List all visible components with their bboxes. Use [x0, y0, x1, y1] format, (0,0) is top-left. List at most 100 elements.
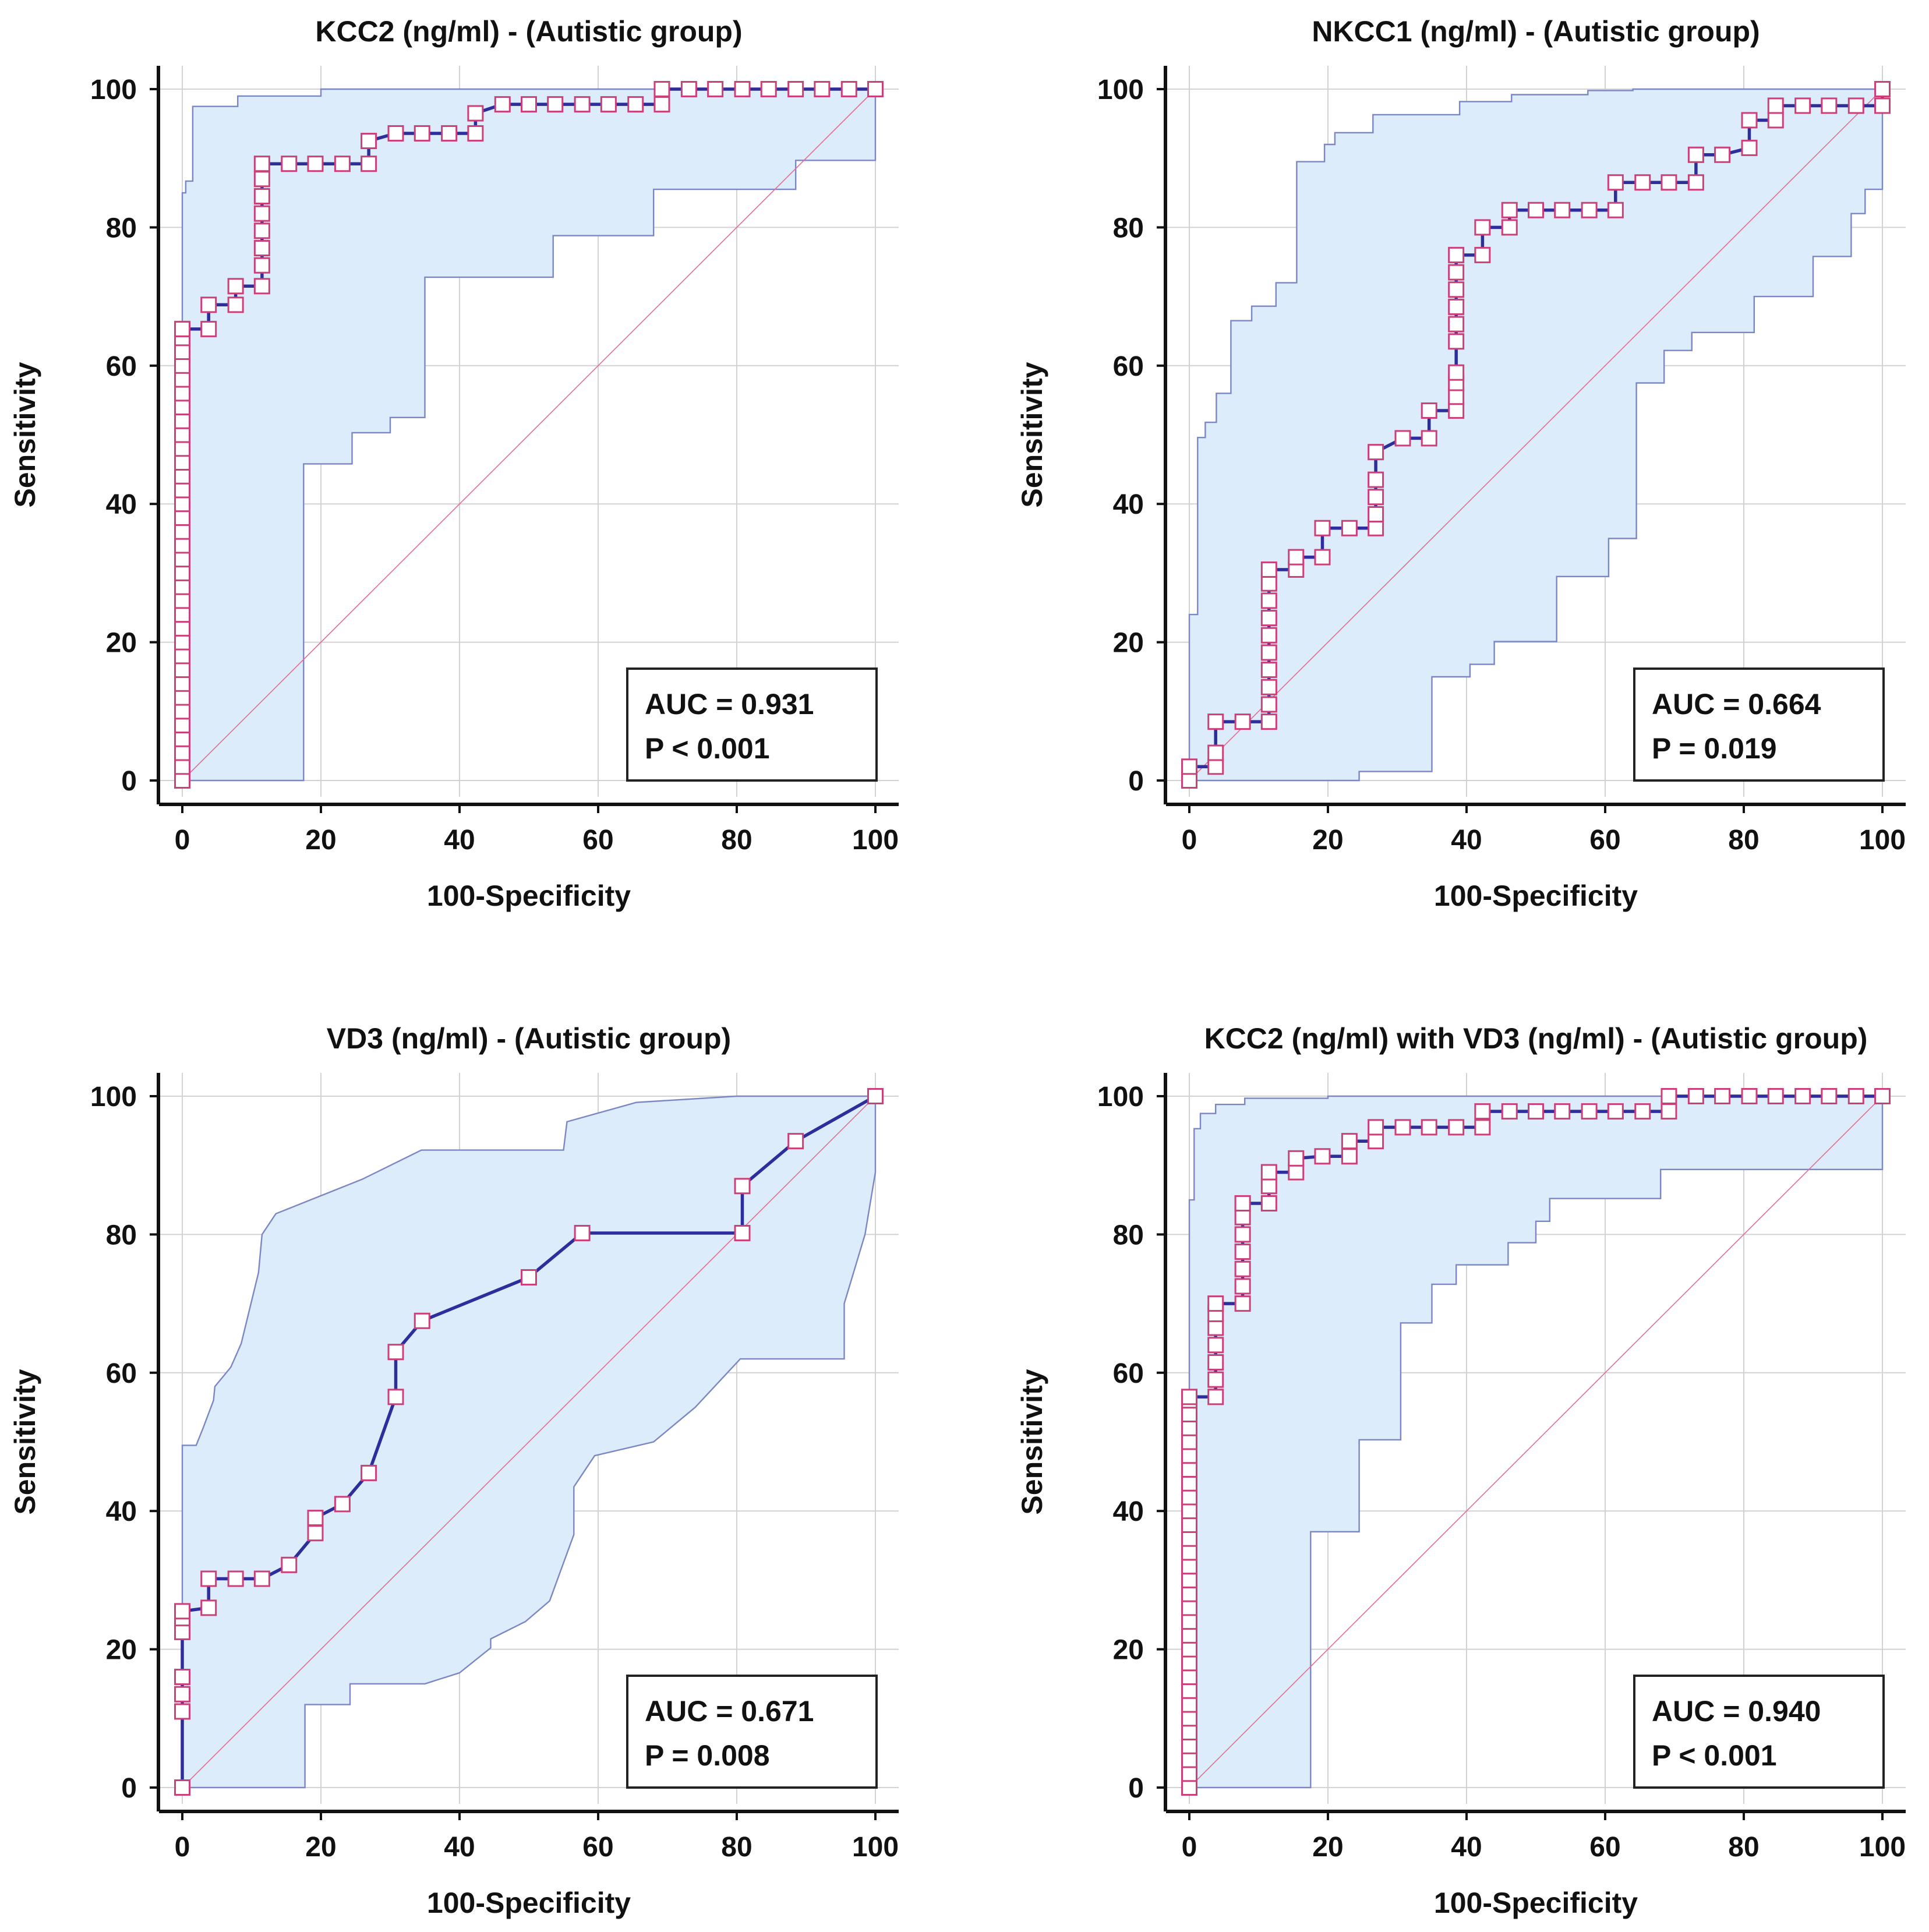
chart-1-p-label: P < 0.001	[645, 732, 770, 765]
chart-2-roc-point	[1368, 520, 1384, 536]
chart-4-title: KCC2 (ng/ml) with VD3 (ng/ml) - (Autisti…	[1204, 1022, 1868, 1055]
chart-2-roc-point	[1234, 714, 1251, 730]
chart-4-roc-point	[1288, 1150, 1305, 1167]
chart-4-roc-point	[1821, 1088, 1838, 1104]
chart-2-ytick-label: 0	[1128, 766, 1144, 797]
chart-2-roc-point	[1448, 246, 1465, 263]
chart-4-roc-point	[1661, 1088, 1677, 1104]
chart-1-auc-box	[626, 667, 878, 782]
chart-4-roc-point	[1234, 1195, 1251, 1212]
chart-2-xtick-label: 80	[1728, 825, 1759, 856]
chart-1-roc-point	[174, 703, 190, 720]
chart-4-roc-point	[1181, 1669, 1197, 1686]
chart-2-roc-point	[1448, 298, 1465, 315]
chart-2-roc-point	[1607, 202, 1624, 218]
chart-2-ylabel: Sensitivity	[1016, 362, 1048, 507]
chart-2-roc-point	[1581, 202, 1598, 218]
chart-4-ylabel: Sensitivity	[1016, 1369, 1048, 1514]
chart-4-roc-point	[1181, 1696, 1197, 1713]
chart-2-roc-point	[1847, 97, 1864, 114]
chart-1-ytick-label: 0	[121, 766, 137, 797]
chart-4-xtick-label: 20	[1312, 1832, 1343, 1863]
chart-1-ylabel: Sensitivity	[9, 362, 41, 507]
chart-4-roc-point	[1260, 1195, 1277, 1212]
chart-1-xtick-label: 100	[852, 825, 899, 856]
chart-2-roc-point	[1687, 146, 1704, 163]
chart-3-xtick-label: 0	[175, 1832, 190, 1863]
chart-1-roc-point	[174, 662, 190, 679]
chart-2-roc-point	[1207, 758, 1224, 775]
chart-1-xtick-label: 60	[582, 825, 613, 856]
chart-1-roc-point	[760, 81, 777, 97]
chart-3-title: VD3 (ng/ml) - (Autistic group)	[327, 1022, 731, 1055]
chart-1-roc-point	[467, 125, 484, 142]
chart-3-roc-point	[174, 1703, 190, 1720]
chart-2-roc-point	[1714, 146, 1731, 163]
chart-1-roc-point	[253, 240, 270, 257]
chart-2-ytick-label: 20	[1113, 628, 1144, 659]
chart-2-roc-point	[1260, 644, 1277, 661]
chart-4-roc-point	[1181, 1655, 1197, 1672]
chart-1-roc-point	[174, 689, 190, 706]
chart-4-roc-point	[1687, 1088, 1704, 1104]
chart-2-xtick-label: 20	[1312, 825, 1343, 856]
chart-3-roc-point	[307, 1510, 324, 1527]
chart-4-roc-point	[1181, 1558, 1197, 1575]
chart-2-roc-point	[1260, 561, 1277, 578]
chart-4-roc-point	[1234, 1278, 1251, 1295]
chart-1-ytick-label: 100	[90, 75, 137, 105]
chart-4-roc-point	[1181, 1475, 1197, 1492]
chart-1-roc-point	[174, 320, 190, 337]
chart-2-roc-point	[1288, 549, 1305, 566]
chart-1-xtick-label: 40	[444, 825, 475, 856]
chart-1-roc-point	[414, 125, 430, 142]
chart-1-roc-point	[174, 620, 190, 637]
chart-4-roc-point	[1181, 1461, 1197, 1478]
chart-4-xlabel: 100-Specificity	[1434, 1887, 1638, 1919]
chart-1-roc-point	[227, 296, 244, 313]
chart-2-roc-point	[1394, 430, 1411, 447]
chart-1-roc-point	[174, 454, 190, 471]
chart-4-confidence-band	[1188, 1095, 1884, 1789]
chart-3-ytick-label: 80	[106, 1220, 137, 1251]
chart-3-ytick-label: 0	[121, 1773, 137, 1804]
chart-3-xlabel: 100-Specificity	[427, 1887, 631, 1919]
chart-1-roc-point	[653, 81, 670, 97]
chart-3-roc-point	[574, 1225, 591, 1242]
chart-4-roc-point	[1421, 1119, 1437, 1136]
chart-4-roc-point	[1234, 1260, 1251, 1277]
chart-2-roc-point	[1260, 610, 1277, 627]
chart-4-roc-point	[1181, 1389, 1197, 1405]
chart-4-roc-point	[1181, 1710, 1197, 1727]
chart-3-roc-point	[174, 1669, 190, 1686]
chart-4-roc-point	[1314, 1148, 1331, 1165]
chart-2-xtick-label: 0	[1182, 825, 1197, 856]
chart-2-roc-point	[1741, 112, 1758, 129]
chart-2-title: NKCC1 (ng/ml) - (Autistic group)	[1312, 15, 1760, 48]
chart-1-roc-point	[174, 717, 190, 734]
chart-3-roc-point	[787, 1133, 804, 1150]
chart-3-ytick-label: 60	[106, 1358, 137, 1389]
chart-3-reference-diagonal	[182, 1096, 876, 1788]
chart-3-ytick-label: 100	[90, 1082, 137, 1112]
chart-4-roc-point	[1207, 1389, 1224, 1405]
chart-1-ytick-label: 40	[106, 489, 137, 520]
chart-1-roc-point	[253, 156, 270, 172]
chart-4-roc-point	[1661, 1103, 1677, 1120]
chart-4-roc-point	[1181, 1585, 1197, 1602]
chart-1-roc-point	[494, 96, 511, 113]
chart-1-roc-point	[174, 564, 190, 581]
chart-2-roc-point	[1767, 97, 1784, 114]
chart-1-roc-point	[174, 730, 190, 747]
chart-4-roc-point	[1341, 1148, 1358, 1165]
chart-4-roc-point	[1181, 1682, 1197, 1699]
chart-4-roc-point	[1181, 1489, 1197, 1506]
chart-3-roc-point	[734, 1178, 751, 1195]
chart-2-roc-point	[1821, 97, 1838, 114]
chart-4-roc-point	[1501, 1103, 1518, 1120]
chart-1-roc-point	[387, 125, 404, 142]
chart-2-roc-point	[1794, 97, 1811, 114]
chart-2-xlabel: 100-Specificity	[1434, 880, 1638, 912]
chart-1-roc-point	[174, 426, 190, 443]
